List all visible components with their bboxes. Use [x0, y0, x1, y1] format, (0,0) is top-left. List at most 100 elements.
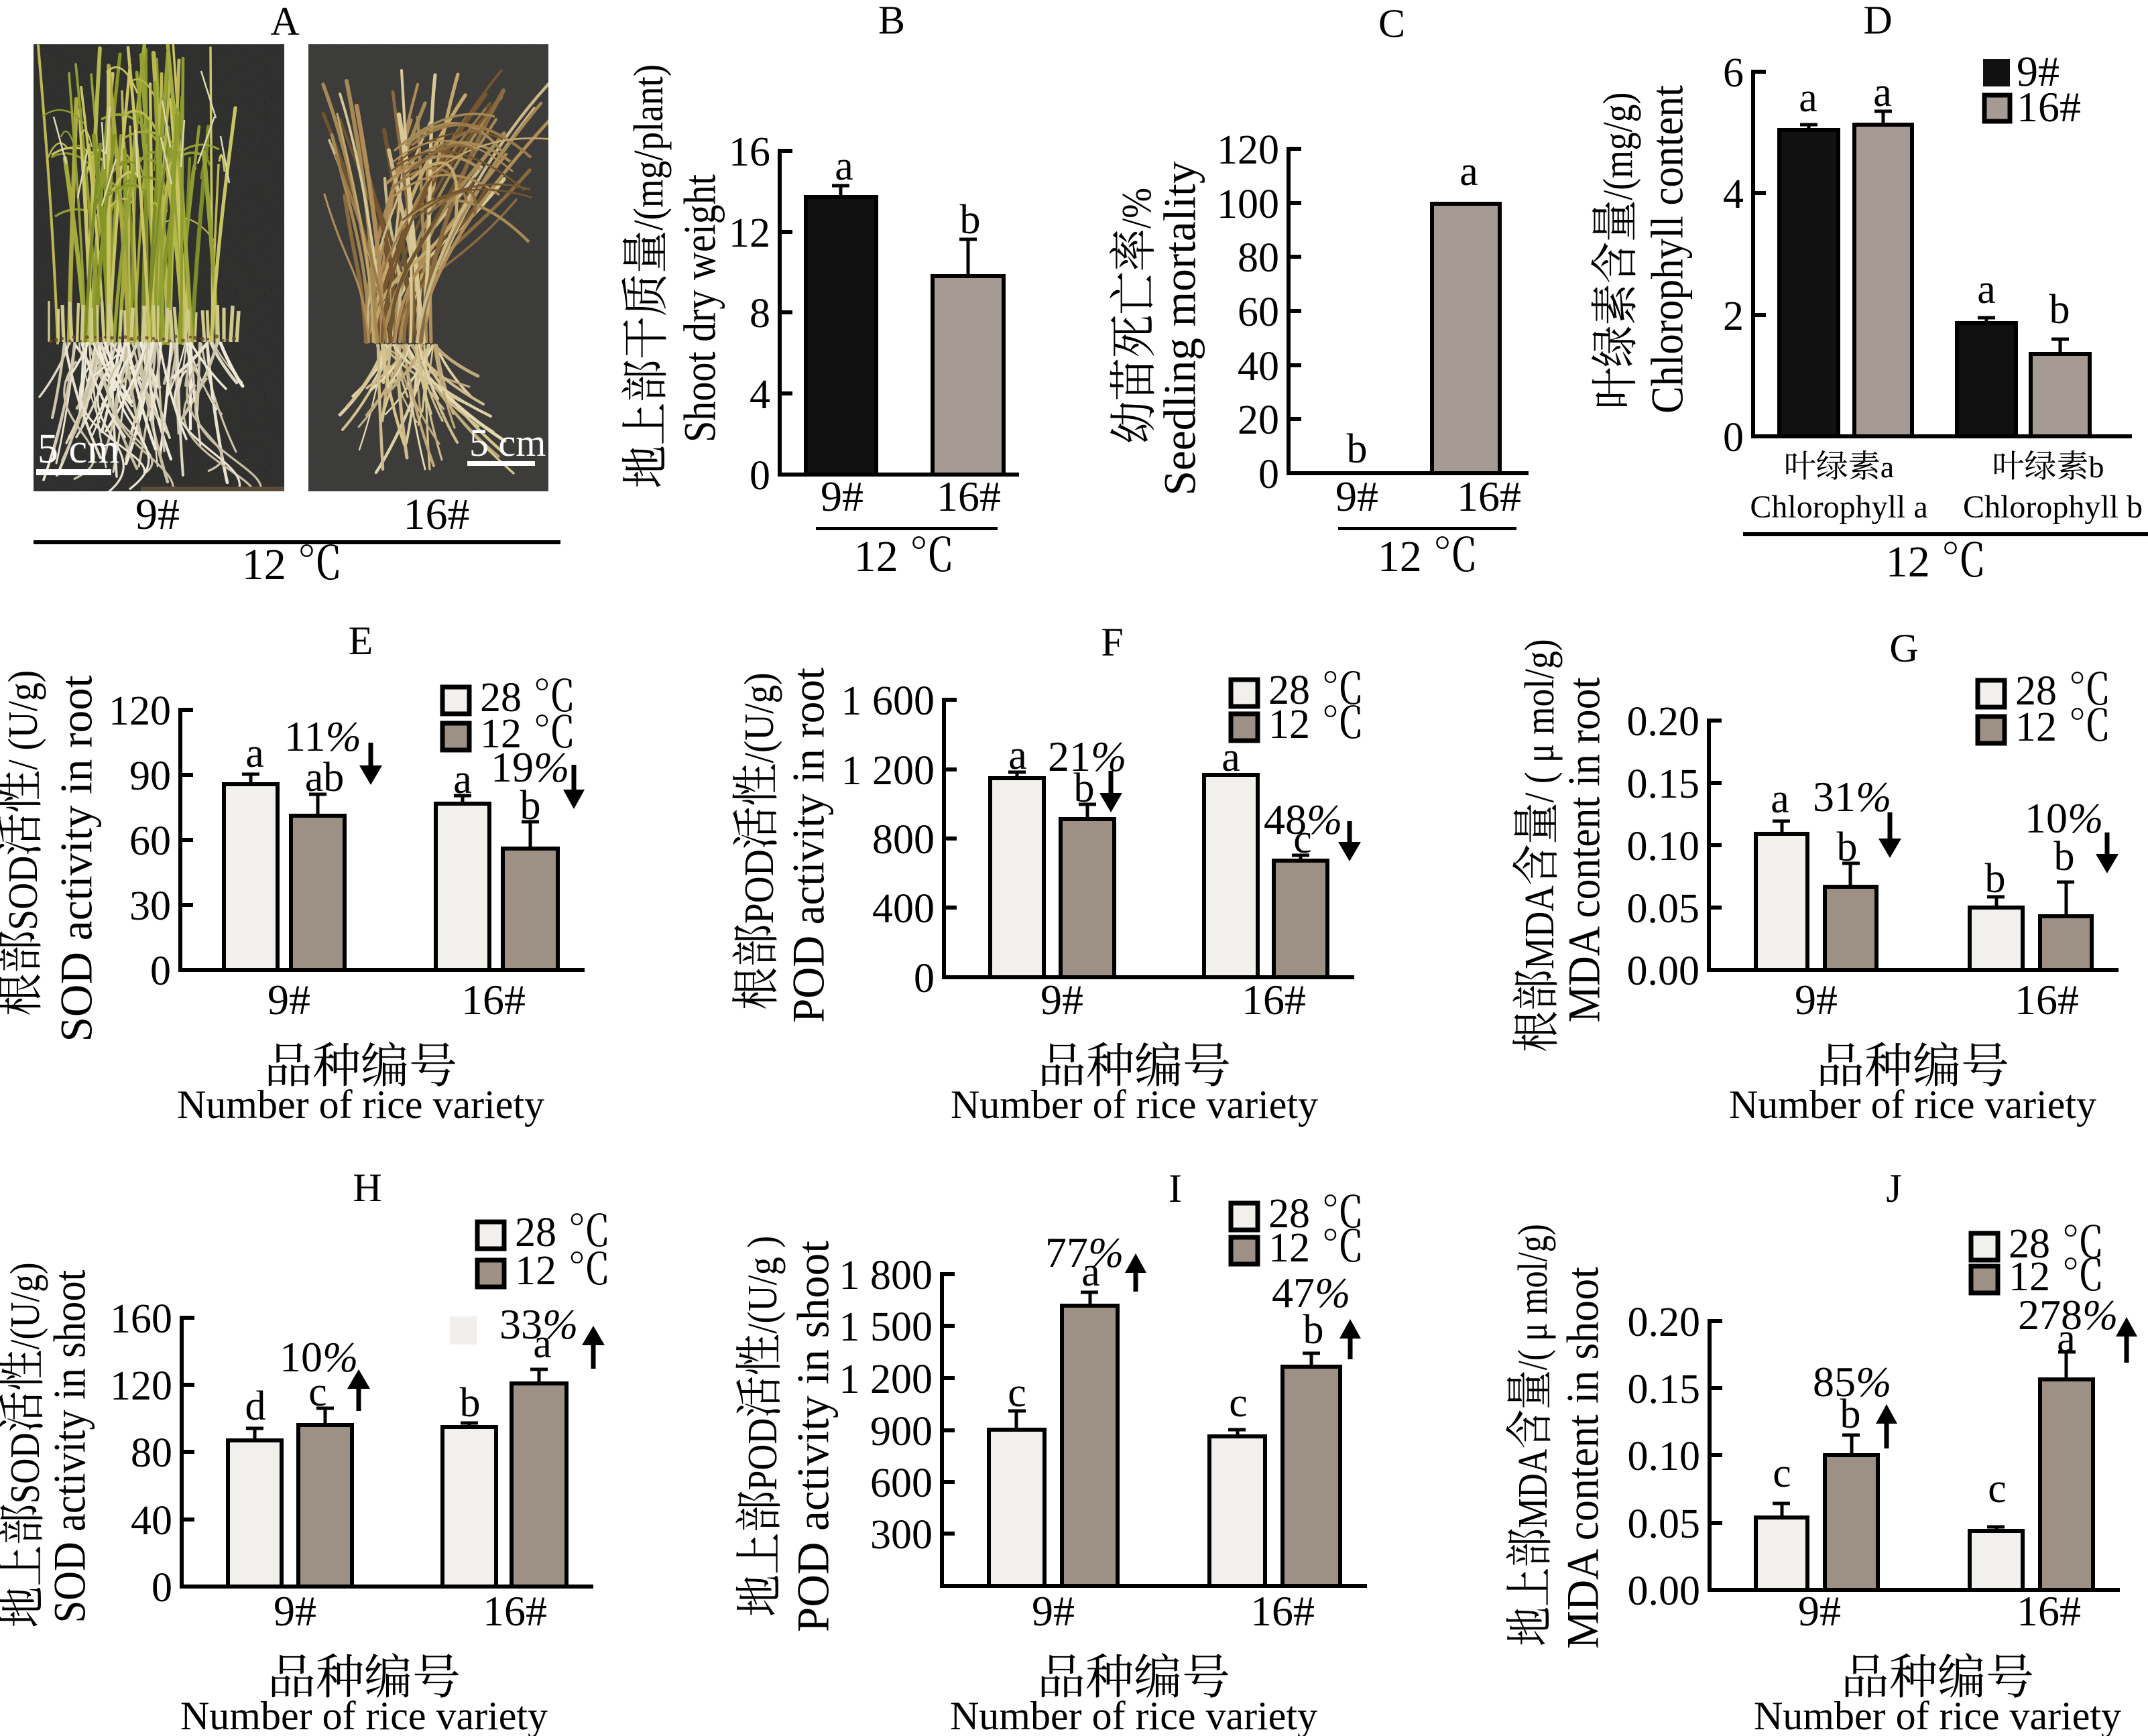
svg-text:12: 12 [1268, 702, 1310, 747]
svg-text:/( μ mol/g): /( μ mol/g) [1510, 1224, 1556, 1370]
svg-text:G: G [1889, 626, 1918, 670]
svg-text:80: 80 [1238, 235, 1279, 281]
svg-text:b: b [1837, 824, 1858, 870]
svg-text:/ (U/g): / (U/g) [1, 670, 46, 770]
svg-text:19%: 19% [491, 743, 569, 791]
svg-text:POD activity in shoot: POD activity in shoot [787, 1241, 838, 1632]
svg-text:MDA content in root: MDA content in root [1558, 677, 1609, 1022]
svg-text:F: F [1101, 620, 1123, 664]
svg-text:Number of rice variety: Number of rice variety [1729, 1082, 2096, 1127]
svg-text:9#: 9# [1032, 1587, 1075, 1635]
svg-text:0: 0 [150, 948, 171, 994]
svg-text:B: B [878, 0, 905, 42]
svg-text:c: c [308, 1369, 327, 1415]
svg-text:POD: POD [737, 849, 782, 924]
svg-text:Number of rice variety: Number of rice variety [177, 1082, 544, 1127]
svg-text:12: 12 [2015, 704, 2057, 750]
svg-text:c: c [1293, 816, 1312, 862]
svg-text:40: 40 [1238, 344, 1279, 389]
svg-text:a: a [453, 757, 472, 802]
svg-text:11%: 11% [284, 712, 361, 760]
svg-text:SOD activity in root: SOD activity in root [50, 675, 101, 1042]
svg-text:a: a [1799, 75, 1817, 121]
svg-text:28: 28 [480, 675, 522, 721]
svg-text:16#: 16# [2015, 976, 2079, 1024]
svg-text:ab: ab [305, 755, 345, 800]
svg-text:/%: /% [1114, 188, 1160, 229]
svg-text:16#: 16# [404, 490, 470, 539]
svg-text:16#: 16# [483, 1587, 547, 1635]
svg-text:Number of rice variety: Number of rice variety [950, 1694, 1317, 1736]
svg-text:c: c [1988, 1466, 2007, 1511]
svg-text:77%: 77% [1045, 1229, 1124, 1276]
svg-text:b: b [2054, 834, 2075, 879]
svg-text:12: 12 [2009, 1254, 2050, 1300]
svg-text:600: 600 [870, 1461, 933, 1506]
svg-text:0.15: 0.15 [1628, 1367, 1701, 1412]
svg-text:I: I [1169, 1166, 1182, 1211]
svg-text:21%: 21% [1048, 733, 1126, 780]
svg-text:60: 60 [1238, 290, 1279, 335]
svg-text:28: 28 [1268, 668, 1310, 713]
svg-text:900: 900 [870, 1409, 933, 1454]
svg-text:90: 90 [129, 753, 171, 799]
svg-text:12: 12 [242, 540, 286, 589]
svg-text:0.20: 0.20 [1627, 699, 1700, 745]
svg-text:9#: 9# [135, 490, 180, 539]
svg-text:12: 12 [1268, 1225, 1310, 1271]
svg-text:4: 4 [750, 372, 770, 418]
svg-text:b: b [1985, 856, 2006, 902]
svg-text:0: 0 [750, 453, 770, 499]
svg-text:J: J [1886, 1166, 1901, 1211]
svg-text:12: 12 [854, 532, 898, 581]
svg-text:16: 16 [729, 129, 770, 175]
svg-text:Chlorophyll b: Chlorophyll b [1963, 489, 2143, 525]
svg-text:1 200: 1 200 [841, 748, 935, 794]
svg-text:12: 12 [729, 210, 770, 256]
svg-text:a: a [1771, 776, 1789, 822]
svg-text:0.20: 0.20 [1628, 1300, 1701, 1345]
svg-text:160: 160 [110, 1296, 172, 1342]
svg-text:c: c [1008, 1370, 1026, 1416]
svg-text:9#: 9# [821, 473, 863, 520]
svg-text:9#: 9# [274, 1587, 316, 1635]
svg-text:Seedling mortality: Seedling mortality [1154, 162, 1205, 496]
svg-text:10%: 10% [2025, 794, 2103, 842]
svg-text:POD: POD [740, 1418, 786, 1491]
svg-text:28: 28 [2009, 1221, 2050, 1267]
svg-text:SOD: SOD [3, 1432, 48, 1503]
svg-text:47%: 47% [1272, 1269, 1350, 1316]
svg-text:b: b [1347, 426, 1368, 472]
svg-text:30: 30 [129, 883, 171, 929]
svg-text:d: d [245, 1383, 266, 1429]
svg-text:/(mg/plant): /(mg/plant) [626, 64, 672, 231]
svg-text:c: c [1773, 1450, 1791, 1496]
svg-text:8: 8 [750, 291, 770, 336]
svg-text:85%: 85% [1813, 1358, 1891, 1406]
svg-text:0: 0 [152, 1565, 172, 1611]
svg-text:12: 12 [480, 711, 522, 757]
svg-text:a: a [1081, 1249, 1100, 1295]
svg-text:a: a [1459, 149, 1478, 194]
svg-text:b: b [2049, 287, 2070, 332]
svg-text:100: 100 [1217, 182, 1279, 227]
svg-text:Number of rice variety: Number of rice variety [951, 1082, 1318, 1127]
svg-text:300: 300 [870, 1512, 933, 1558]
svg-text:0.00: 0.00 [1627, 948, 1700, 994]
svg-text:a: a [835, 143, 853, 189]
svg-text:b: b [2089, 450, 2104, 484]
svg-text:c: c [1229, 1380, 1248, 1426]
svg-text:a: a [2057, 1316, 2076, 1361]
svg-text:a: a [533, 1321, 552, 1367]
svg-text:Number of rice variety: Number of rice variety [180, 1694, 548, 1736]
svg-text:/(U/g): /(U/g) [737, 673, 782, 763]
svg-text:/(U/g): /(U/g) [3, 1262, 48, 1349]
svg-text:5 cm: 5 cm [469, 421, 546, 464]
svg-text:/(U/g ): /(U/g ) [740, 1236, 786, 1334]
svg-text:33%: 33% [499, 1300, 578, 1348]
svg-text:80: 80 [131, 1430, 172, 1476]
svg-text:20: 20 [1238, 397, 1279, 443]
svg-text:Chlorophyll a: Chlorophyll a [1750, 489, 1927, 525]
svg-text:1 600: 1 600 [841, 678, 935, 724]
svg-text:16#: 16# [1457, 473, 1521, 520]
